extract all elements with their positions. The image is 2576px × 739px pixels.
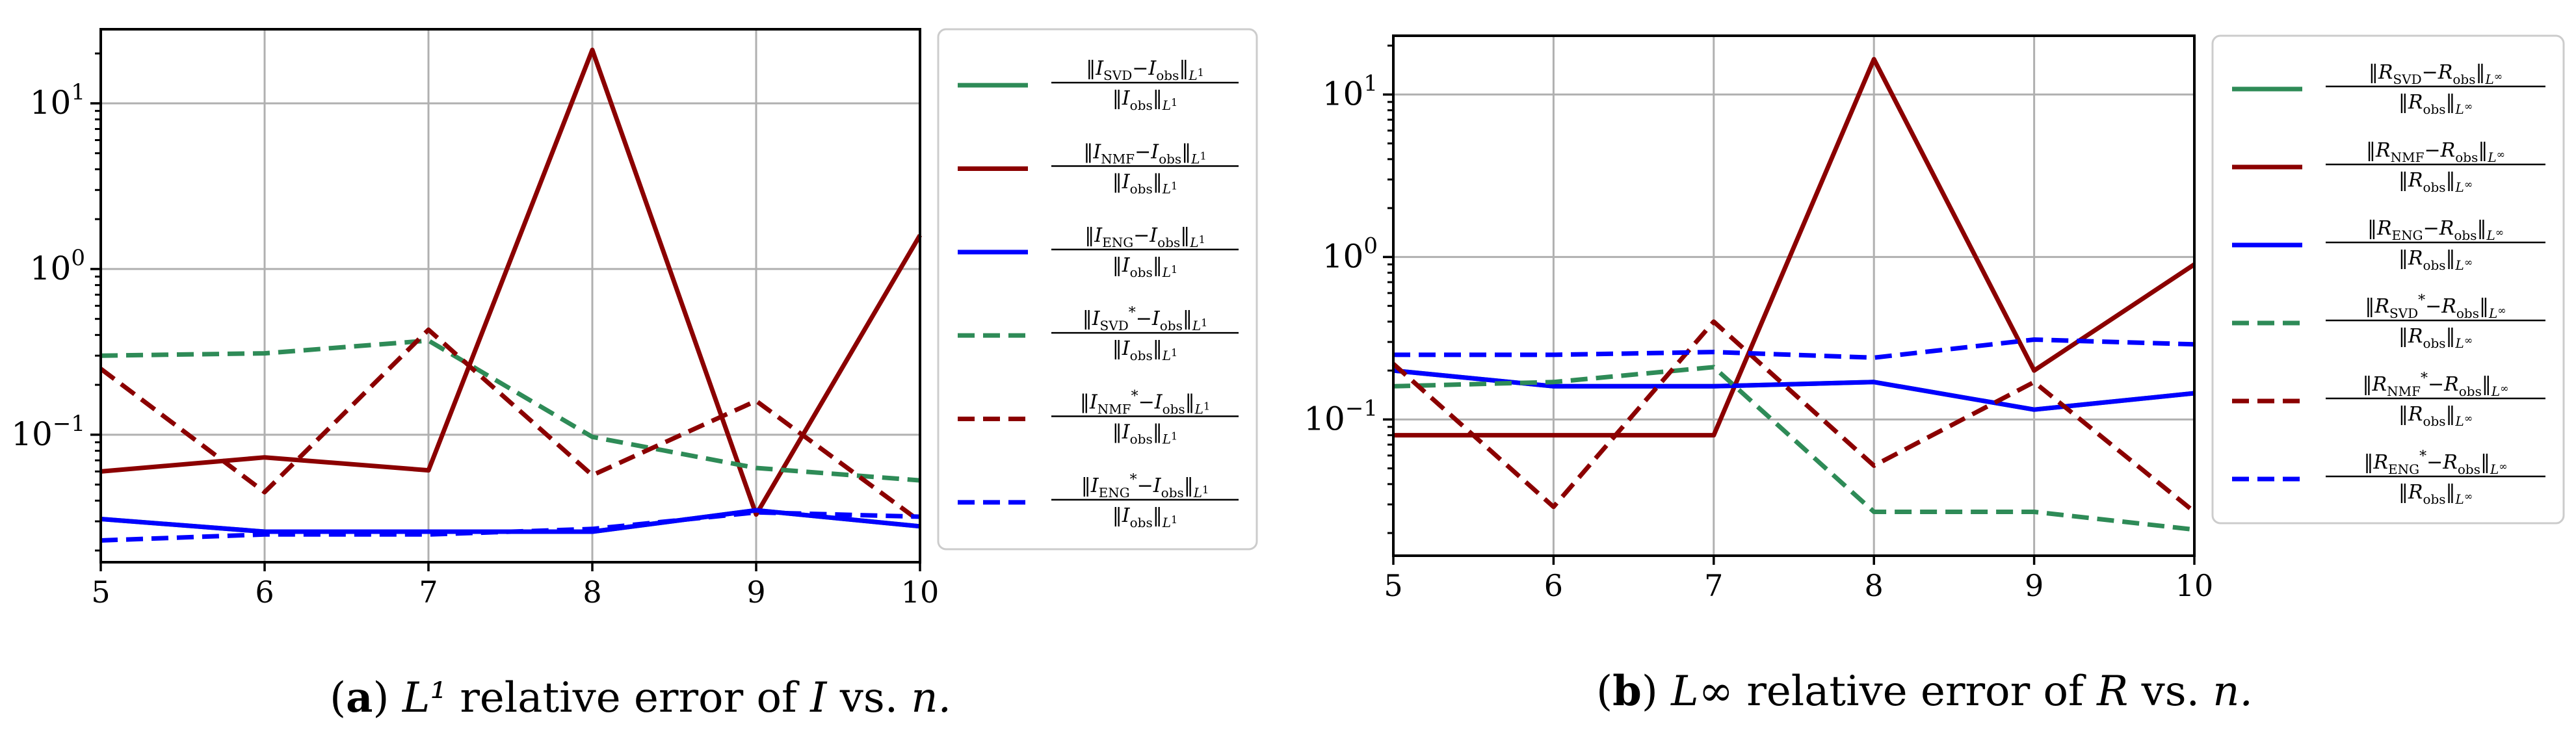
- y-tick-base: 10: [30, 84, 72, 122]
- y-tick-exponent: −1: [53, 411, 85, 437]
- series-line-eng-star: ‖R*_ENG − R_obs‖_L∞ / ‖R_obs‖_L∞: [1393, 337, 2195, 360]
- y-tick-label: 10−1: [1304, 395, 1378, 437]
- legend-label-denominator: ‖Robs‖L∞: [2399, 91, 2473, 117]
- legend-label-numerator: ‖INMF−Iobs‖L1: [1083, 141, 1206, 167]
- plot-area: [101, 29, 920, 562]
- legend-label-numerator: ‖RNMF−Robs‖L∞: [2366, 139, 2505, 165]
- y-tick-base: 10: [11, 415, 53, 453]
- legend-label-numerator: ‖RENG−Robs‖L∞: [2367, 217, 2504, 243]
- y-tick-exponent: −1: [1345, 395, 1378, 421]
- legend-box: [937, 28, 1258, 551]
- x-tick-label: 9: [2025, 568, 2044, 603]
- y-tick-base: 10: [1322, 75, 1364, 112]
- panel-a: ‖I_SVD − I_obs‖_L1 / ‖I_obs‖_L1‖I_NMF − …: [11, 28, 1258, 722]
- legend-label-numerator: ‖IENG−Iobs‖L1: [1084, 224, 1205, 250]
- y-tick-base: 10: [1322, 237, 1364, 275]
- x-tick-label: 6: [255, 575, 274, 610]
- series-line-eng-star: ‖I*_ENG − I_obs‖_L1 / ‖I_obs‖_L1: [100, 510, 921, 543]
- y-tick-label: 101: [1322, 70, 1378, 112]
- caption: (a) L¹ relative error of I vs. n.: [330, 673, 951, 722]
- legend-label-denominator: ‖Iobs‖L1: [1112, 421, 1177, 447]
- y-tick-exponent: 1: [1363, 70, 1378, 96]
- axes-frame: [99, 28, 921, 564]
- caption-label: b: [1612, 667, 1642, 716]
- legend-label-numerator: ‖RSVD*−Robs‖L∞: [2365, 292, 2506, 321]
- legend-label-numerator: ‖RSVD−Robs‖L∞: [2369, 61, 2503, 87]
- plot-area: [1393, 36, 2194, 556]
- x-tick-label: 7: [419, 575, 438, 610]
- y-tick-label: 10−1: [11, 411, 85, 453]
- legend-label-denominator: ‖Iobs‖L1: [1112, 504, 1177, 530]
- y-tick-label: 101: [30, 79, 85, 122]
- y-tick-exponent: 0: [1363, 233, 1378, 259]
- legend-label-denominator: ‖Iobs‖L1: [1112, 171, 1177, 197]
- axes-frame: [1392, 34, 2196, 557]
- legend-label-denominator: ‖Robs‖L∞: [2399, 247, 2473, 273]
- x-tick-label: 10: [901, 575, 940, 610]
- x-tick-label: 5: [1384, 568, 1402, 603]
- y-tick-base: 10: [1304, 400, 1345, 437]
- legend-label-denominator: ‖Robs‖L∞: [2399, 325, 2473, 351]
- series-line-svd-star: ‖R*_SVD − R_obs‖_L∞ / ‖R_obs‖_L∞: [1393, 365, 2195, 532]
- x-tick-label: 5: [91, 575, 110, 610]
- legend-label-denominator: ‖Iobs‖L1: [1112, 254, 1177, 280]
- panel-b: ‖R_SVD − R_obs‖_L∞ / ‖R_obs‖_L∞‖R_NMF − …: [1304, 34, 2565, 716]
- y-tick-base: 10: [30, 250, 72, 287]
- caption-label: a: [346, 673, 373, 722]
- legend-label-denominator: ‖Robs‖L∞: [2399, 481, 2473, 507]
- legend-box: [2211, 34, 2565, 525]
- series-line-nmf: ‖R_NMF − R_obs‖_L∞ / ‖R_obs‖_L∞: [1393, 57, 2196, 438]
- x-tick-label: 9: [746, 575, 765, 610]
- legend-label-numerator: ‖RENG*−Robs‖L∞: [2363, 448, 2507, 477]
- y-tick-exponent: 0: [71, 245, 85, 271]
- y-tick-label: 100: [30, 245, 85, 287]
- x-tick-label: 6: [1544, 568, 1563, 603]
- x-tick-label: 7: [1704, 568, 1723, 603]
- x-tick-label: 10: [2175, 568, 2214, 603]
- legend-label-denominator: ‖Iobs‖L1: [1112, 337, 1177, 363]
- caption: (b) L∞ relative error of R vs. n.: [1596, 667, 2253, 716]
- y-tick-label: 100: [1322, 233, 1378, 275]
- legend-label-denominator: ‖Robs‖L∞: [2399, 169, 2473, 195]
- legend-label-numerator: ‖ISVD−Iobs‖L1: [1086, 57, 1204, 83]
- x-tick-label: 8: [1865, 568, 1884, 603]
- x-tick-label: 8: [583, 575, 601, 610]
- legend-label-denominator: ‖Iobs‖L1: [1112, 87, 1177, 113]
- legend-label-numerator: ‖RNMF*−Robs‖L∞: [2363, 370, 2509, 399]
- legend-label-numerator: ‖ISVD*−Iobs‖L1: [1083, 305, 1208, 333]
- series-line-svd-star: ‖I*_SVD − I_obs‖_L1 / ‖I_obs‖_L1: [100, 338, 921, 483]
- series-line-nmf-star: ‖I*_NMF − I_obs‖_L1 / ‖I_obs‖_L1: [99, 327, 922, 523]
- series-line-nmf-star: ‖R*_NMF − R_obs‖_L∞ / ‖R_obs‖_L∞: [1391, 319, 2196, 514]
- legend-label-denominator: ‖Robs‖L∞: [2399, 403, 2473, 429]
- legend-label-numerator: ‖INMF*−Iobs‖L1: [1080, 389, 1210, 417]
- y-tick-exponent: 1: [71, 79, 85, 105]
- legend-label-numerator: ‖IENG*−Iobs‖L1: [1081, 472, 1209, 500]
